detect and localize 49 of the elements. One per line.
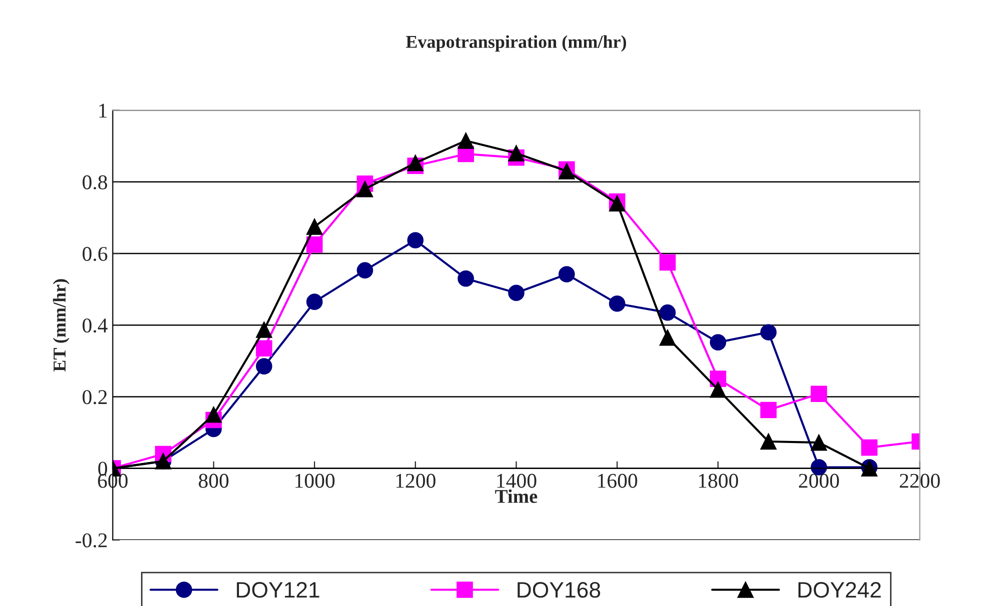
point: [256, 322, 272, 338]
chart-title: Evapotranspiration (mm/hr): [406, 35, 626, 52]
point: [205, 406, 222, 423]
y-tick-label: 0.4: [82, 318, 108, 333]
point: [458, 270, 474, 287]
y-axis-title: ET (mm/hr): [52, 279, 70, 372]
point: [659, 329, 676, 346]
legend-label: DOY168: [518, 582, 600, 598]
point: [861, 439, 878, 456]
point: [608, 295, 626, 312]
point: [710, 381, 726, 398]
point: [508, 284, 524, 302]
point: [356, 180, 374, 198]
x-axis-title: Time: [495, 489, 538, 503]
point: [760, 402, 777, 418]
point: [407, 154, 424, 172]
point: [356, 262, 374, 278]
point: [256, 358, 272, 374]
y-tick-label: -0.2: [76, 533, 107, 548]
legend-label: DOY242: [798, 582, 881, 598]
y-tick-label: 0.6: [82, 246, 108, 262]
y-tick-label: 0.8: [82, 175, 108, 190]
point: [760, 324, 777, 340]
x-tick-label: 1800: [699, 474, 738, 488]
point: [306, 236, 323, 253]
x-tick-label: 1000: [296, 474, 335, 488]
y-tick-label: 0: [98, 462, 108, 476]
point: [558, 266, 575, 282]
point: [458, 132, 474, 149]
x-tick-label: 1400: [497, 474, 536, 488]
y-tick-label: 0.2: [82, 390, 107, 404]
x-tick-label: 800: [198, 474, 228, 488]
point: [659, 254, 676, 271]
point: [306, 218, 323, 235]
x-tick-label: 1200: [396, 474, 436, 488]
point: [256, 340, 272, 357]
point: [810, 434, 828, 451]
x-tick-label: 2200: [900, 474, 940, 488]
point: [810, 386, 828, 402]
x-tick-label: 2000: [798, 474, 839, 488]
point: [710, 334, 726, 350]
point: [760, 433, 777, 450]
x-tick-label: 1600: [598, 474, 638, 488]
point: [508, 145, 524, 162]
legend-label: DOY121: [236, 582, 320, 598]
point: [659, 304, 676, 321]
point: [306, 294, 323, 310]
point: [407, 232, 424, 248]
y-tick-label: 1: [99, 104, 107, 118]
